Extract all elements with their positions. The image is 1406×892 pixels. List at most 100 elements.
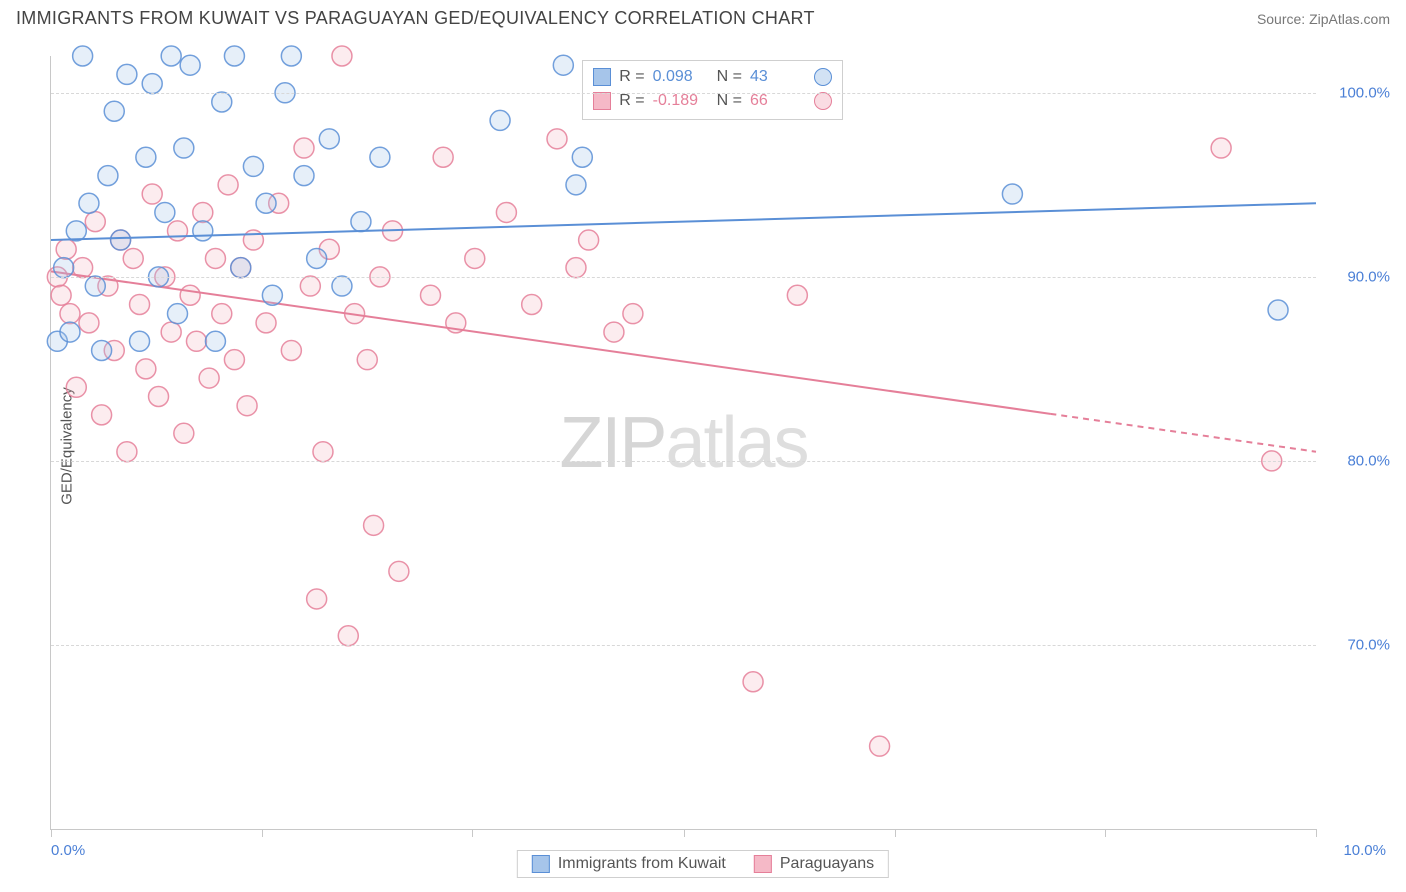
- data-point: [1211, 138, 1231, 158]
- x-tick-label: 0.0%: [51, 842, 85, 859]
- data-point: [364, 515, 384, 535]
- data-point: [604, 322, 624, 342]
- gridline: [51, 277, 1316, 278]
- data-point: [205, 331, 225, 351]
- data-point: [92, 405, 112, 425]
- marker-preview-kuwait: [814, 68, 832, 86]
- data-point: [186, 331, 206, 351]
- data-point: [281, 340, 301, 360]
- data-point: [117, 442, 137, 462]
- data-point: [212, 92, 232, 112]
- data-point: [787, 285, 807, 305]
- swatch-paraguay: [593, 92, 611, 110]
- data-point: [60, 322, 80, 342]
- data-point: [332, 46, 352, 66]
- data-point: [168, 221, 188, 241]
- data-point: [231, 258, 251, 278]
- data-point: [161, 322, 181, 342]
- data-point: [73, 46, 93, 66]
- data-point: [357, 350, 377, 370]
- marker-preview-paraguay: [814, 92, 832, 110]
- y-tick-label: 90.0%: [1347, 268, 1390, 285]
- legend-label-paraguay: Paraguayans: [780, 855, 874, 873]
- data-point: [307, 589, 327, 609]
- data-point: [1268, 300, 1288, 320]
- data-point: [130, 294, 150, 314]
- legend-label-kuwait: Immigrants from Kuwait: [558, 855, 726, 873]
- data-point: [168, 304, 188, 324]
- data-point: [743, 672, 763, 692]
- data-point: [465, 248, 485, 268]
- data-point: [142, 184, 162, 204]
- data-point: [1002, 184, 1022, 204]
- data-point: [180, 285, 200, 305]
- data-point: [547, 129, 567, 149]
- data-point: [79, 193, 99, 213]
- data-point: [256, 313, 276, 333]
- r-value-kuwait: 0.098: [653, 65, 709, 89]
- data-point: [237, 396, 257, 416]
- data-point: [256, 193, 276, 213]
- trend-line-extrapolated: [1050, 414, 1316, 452]
- stats-row-kuwait: R = 0.098 N = 43: [593, 65, 832, 89]
- data-point: [193, 202, 213, 222]
- data-point: [54, 258, 74, 278]
- data-point: [155, 202, 175, 222]
- data-point: [522, 294, 542, 314]
- x-tick: [51, 829, 52, 837]
- data-point: [85, 212, 105, 232]
- data-point: [111, 230, 131, 250]
- data-point: [572, 147, 592, 167]
- data-point: [98, 166, 118, 186]
- data-point: [136, 147, 156, 167]
- data-point: [218, 175, 238, 195]
- data-point: [490, 110, 510, 130]
- data-point: [79, 313, 99, 333]
- data-point: [351, 212, 371, 232]
- data-point: [130, 331, 150, 351]
- data-point: [56, 239, 76, 259]
- x-tick: [895, 829, 896, 837]
- gridline: [51, 461, 1316, 462]
- scatter-svg: [51, 56, 1316, 829]
- chart-title: IMMIGRANTS FROM KUWAIT VS PARAGUAYAN GED…: [16, 8, 815, 29]
- data-point: [300, 276, 320, 296]
- data-point: [205, 248, 225, 268]
- data-point: [136, 359, 156, 379]
- data-point: [123, 248, 143, 268]
- legend-item-paraguay: Paraguayans: [754, 855, 874, 873]
- data-point: [566, 258, 586, 278]
- y-tick-label: 100.0%: [1339, 84, 1390, 101]
- stats-legend-box: R = 0.098 N = 43 R = -0.189 N = 66: [582, 60, 843, 120]
- data-point: [319, 129, 339, 149]
- legend-item-kuwait: Immigrants from Kuwait: [532, 855, 726, 873]
- data-point: [174, 138, 194, 158]
- data-point: [870, 736, 890, 756]
- data-point: [496, 202, 516, 222]
- data-point: [243, 156, 263, 176]
- data-point: [104, 101, 124, 121]
- chart-plot-area: ZIPatlas R = 0.098 N = 43 R = -0.189 N =…: [50, 56, 1316, 830]
- x-tick: [1105, 829, 1106, 837]
- data-point: [579, 230, 599, 250]
- data-point: [193, 221, 213, 241]
- x-tick: [684, 829, 685, 837]
- data-point: [51, 285, 71, 305]
- data-point: [294, 166, 314, 186]
- data-point: [142, 74, 162, 94]
- r-label: R =: [619, 65, 644, 89]
- data-point: [294, 138, 314, 158]
- y-tick-label: 70.0%: [1347, 636, 1390, 653]
- y-tick-label: 80.0%: [1347, 452, 1390, 469]
- data-point: [313, 442, 333, 462]
- data-point: [281, 46, 301, 66]
- data-point: [553, 55, 573, 75]
- swatch-kuwait: [593, 68, 611, 86]
- data-point: [92, 340, 112, 360]
- legend-swatch-kuwait: [532, 855, 550, 873]
- n-value-kuwait: 43: [750, 65, 806, 89]
- data-point: [212, 304, 232, 324]
- x-tick: [472, 829, 473, 837]
- data-point: [421, 285, 441, 305]
- x-tick-label: 10.0%: [1343, 842, 1386, 859]
